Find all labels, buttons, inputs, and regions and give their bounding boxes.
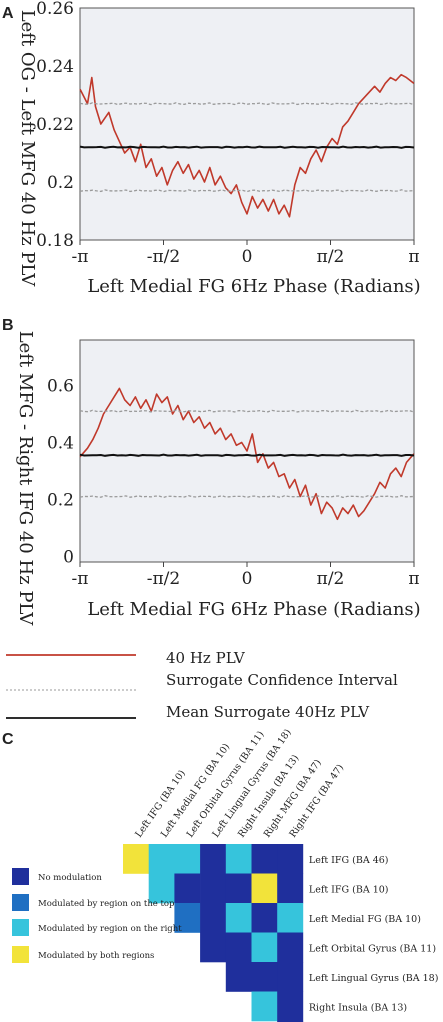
matrix-row-label: Left Orbital Gyrus (BA 11) [309, 943, 436, 954]
panel-a-y-tick-label: 0.22 [36, 115, 74, 135]
panel-b-y-tick-label: 0 [63, 547, 74, 567]
panel-b-y-tick-label: 0.6 [47, 377, 74, 397]
matrix-row-label: Left IFG (BA 10) [309, 884, 389, 895]
matrix-cell [225, 903, 252, 933]
matrix-cell [277, 844, 304, 874]
matrix-cell [251, 932, 278, 963]
panel-a-letter: A [2, 5, 14, 22]
matrix-key-label: No modulation [38, 873, 102, 883]
panel-b-x-tick-label: π [408, 569, 419, 589]
matrix-cell [251, 903, 278, 933]
panel-b-y-tick-label: 0.2 [47, 490, 74, 510]
panel-a-x-axis-title: Left Medial FG 6Hz Phase (Radians) [87, 276, 420, 297]
matrix-cell [277, 962, 304, 992]
matrix-cell [277, 991, 304, 1022]
legend-mean-label: Mean Surrogate 40Hz PLV [166, 703, 370, 721]
matrix-cell [174, 903, 201, 933]
matrix-key-label: Modulated by region on the right [38, 924, 182, 934]
panel-a-ci-upper-line [79, 102, 415, 106]
panel-b-x-tick-label: -π/2 [147, 569, 180, 589]
panel-a-x-tick-label: -π/2 [147, 247, 180, 267]
panel-b-letter: B [2, 317, 14, 334]
panel-c-letter: C [2, 731, 14, 748]
panel-c-matrix: Left IFG (BA 10) Left Medial FG (BA 10) Le… [12, 727, 438, 1022]
matrix-cell [174, 844, 201, 874]
matrix-key-swatch [12, 894, 29, 911]
matrix-cell [251, 844, 278, 874]
panel-a-y-tick-label: 0.18 [36, 231, 74, 251]
matrix-cell [225, 962, 252, 992]
panel-b-ci-lower-line [79, 495, 415, 499]
matrix-key-label: Modulated by both regions [38, 951, 154, 961]
panel-b-y-axis-title: Left MFG - Right IFG 40 Hz PLV [15, 331, 36, 627]
matrix-cell [277, 932, 304, 963]
panel-a-ci-lower-line [79, 189, 415, 193]
matrix-cell [200, 932, 227, 963]
panel-a-y-tick-label: 0.24 [36, 57, 74, 77]
matrix-row-label: Left IFG (BA 46) [309, 855, 389, 866]
panel-a-chart: -π -π/2 0 π/2 π 0.26 0.24 0.22 0.2 0.18 [36, 0, 419, 267]
panel-a-mean-surrogate-line [79, 145, 415, 149]
matrix-key-swatch [12, 919, 29, 936]
matrix-cell [251, 991, 278, 1022]
panel-b-y-tick-label: 0.4 [47, 433, 74, 453]
matrix-row-label: Right Insula (BA 13) [309, 1002, 407, 1013]
matrix-row-label: Left Medial FG (BA 10) [309, 914, 421, 925]
legend-plv-label: 40 Hz PLV [166, 649, 246, 667]
legend-ci-label: Surrogate Confidence Interval [166, 671, 398, 689]
matrix-cell [148, 844, 175, 874]
matrix-cell [123, 844, 149, 874]
matrix-row-label: Left Lingual Gyrus (BA 18) [309, 973, 439, 984]
matrix-cell [200, 903, 227, 933]
matrix-cell [225, 844, 252, 874]
panel-b-plv-line [79, 387, 415, 521]
panel-a-y-tick-label: 0.2 [47, 173, 74, 193]
panel-a-x-tick-label: π [408, 247, 419, 267]
panel-a-y-tick-label: 0.26 [36, 0, 74, 19]
matrix-cell [148, 873, 175, 904]
panel-b-x-axis-title: Left Medial FG 6Hz Phase (Radians) [87, 599, 420, 620]
line-legend: 40 Hz PLV Surrogate Confidence Interval … [6, 649, 398, 721]
panel-b-ci-upper-line [79, 409, 415, 413]
panel-b-x-tick-label: -π [72, 569, 89, 589]
panel-b-x-tick-label: 0 [242, 569, 253, 589]
matrix-cell [200, 873, 227, 904]
panel-a-y-axis-title: Left OG - Left MFG 40 Hz PLV [17, 10, 38, 288]
panel-a-x-tick-label: -π [72, 247, 89, 267]
matrix-key-label: Modulated by region on the top [38, 899, 175, 909]
matrix-cell [225, 873, 252, 904]
panel-a-plv-line [79, 73, 415, 218]
panel-a-x-tick-label: π/2 [317, 247, 345, 267]
matrix-cell [174, 873, 201, 904]
matrix-cell [200, 844, 227, 874]
matrix-cell [251, 873, 278, 904]
matrix-key-swatch [12, 868, 29, 885]
panel-b-mean-surrogate-line [79, 453, 415, 457]
matrix-key-swatch [12, 946, 29, 963]
matrix-cell [251, 962, 278, 992]
panel-a-x-tick-label: 0 [242, 247, 253, 267]
matrix-cell [277, 903, 304, 933]
matrix-cell [277, 873, 304, 904]
panel-b-chart: -π -π/2 0 π/2 π 0.6 0.4 0.2 0 [47, 339, 420, 589]
panel-b-x-tick-label: π/2 [317, 569, 345, 589]
panel-a-plot-area [79, 7, 415, 241]
matrix-cell [225, 932, 252, 963]
